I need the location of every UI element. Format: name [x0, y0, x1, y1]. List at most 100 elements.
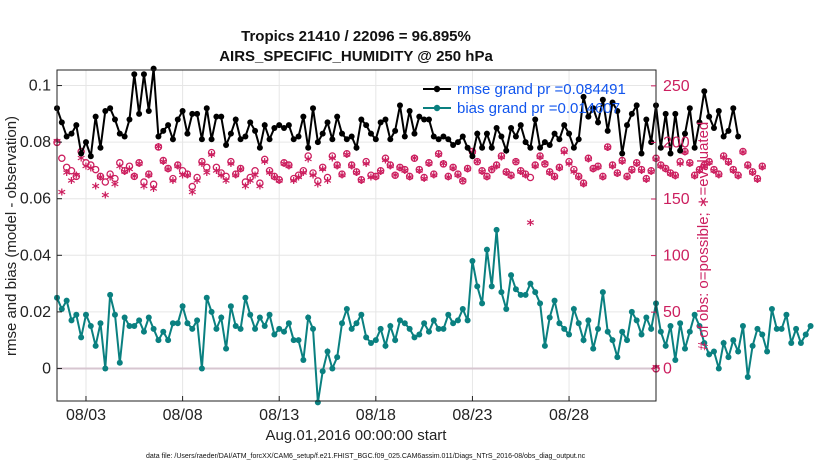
- possible-obs-point: [338, 170, 346, 178]
- possible-obs-point: [304, 152, 312, 160]
- evaluated-obs-point: *: [551, 171, 559, 189]
- bias-point: [314, 399, 321, 406]
- bias-point: [242, 294, 249, 301]
- bias-point: [203, 294, 210, 301]
- bias-point: [561, 325, 568, 332]
- rmse-point: [585, 113, 592, 120]
- rmse-point: [672, 110, 679, 117]
- rmse-point: [706, 113, 713, 120]
- evaluated-obs-point: *: [362, 157, 370, 175]
- series-possible-obs: [53, 138, 767, 191]
- bias-point: [343, 306, 350, 313]
- bias-point: [348, 325, 355, 332]
- rmse-point: [488, 144, 495, 151]
- rmse-point: [657, 144, 664, 151]
- rmse-point: [681, 130, 688, 137]
- evaluated-obs-point: *: [82, 159, 90, 177]
- rmse-point: [295, 133, 302, 140]
- rmse-point: [237, 136, 244, 143]
- bias-point: [793, 325, 800, 332]
- bias-point: [556, 320, 563, 327]
- bias-point: [237, 325, 244, 332]
- evaluated-obs-point: *: [526, 216, 534, 234]
- evaluated-obs-point: *: [497, 150, 505, 168]
- rmse-point: [136, 110, 143, 117]
- rmse-point: [580, 93, 587, 100]
- possible-obs-point: [492, 161, 501, 169]
- rmse-point: [459, 133, 466, 140]
- bias-point: [744, 373, 751, 380]
- evaluated-obs-point: *: [430, 168, 438, 186]
- rmse-point: [87, 153, 94, 160]
- series-rmse: [54, 65, 742, 160]
- bias-point: [657, 328, 664, 335]
- evaluated-obs-point: *: [478, 165, 486, 183]
- right-tick-label: 250: [663, 78, 690, 95]
- rmse-point: [140, 71, 147, 78]
- bias-point: [232, 323, 239, 330]
- possible-obs-point: [603, 143, 612, 151]
- bias-point: [614, 354, 621, 361]
- evaluated-obs-point: *: [343, 148, 351, 166]
- evaluated-obs-point: *: [130, 170, 138, 188]
- bias-point: [184, 320, 191, 327]
- bias-point: [416, 331, 423, 338]
- possible-obs-point: [420, 173, 428, 182]
- evaluated-obs-point: *: [155, 140, 163, 158]
- possible-obs-point: [227, 157, 235, 166]
- possible-obs-point: [430, 170, 438, 178]
- evaluated-obs-point: *: [420, 172, 428, 190]
- evaluated-obs-point: *: [449, 162, 457, 180]
- rmse-point: [440, 133, 447, 140]
- bias-point: [802, 331, 809, 338]
- rmse-point: [638, 150, 645, 157]
- bias-point: [421, 320, 428, 327]
- bias-point: [710, 348, 717, 355]
- bias-point: [778, 325, 785, 332]
- possible-obs-point: [149, 180, 158, 189]
- legend-rmse-marker: [433, 85, 441, 93]
- bias-point: [474, 283, 481, 290]
- evaluated-obs-point: *: [246, 174, 254, 192]
- x-axis-label: Aug.01,2016 00:00:00 start: [266, 427, 448, 444]
- possible-obs-point: [145, 170, 153, 178]
- possible-obs-point: [478, 166, 486, 175]
- rmse-point: [319, 130, 326, 137]
- bias-point: [136, 317, 143, 324]
- bias-point: [648, 325, 655, 332]
- rmse-point: [107, 105, 114, 112]
- possible-obs-point: [574, 172, 583, 181]
- rmse-point: [532, 116, 539, 123]
- possible-obs-point: [198, 157, 206, 166]
- bias-point: [121, 314, 128, 321]
- rmse-point: [213, 113, 220, 120]
- possible-obs-point: [618, 156, 626, 165]
- possible-obs-point: [724, 157, 733, 166]
- bias-point: [155, 337, 162, 344]
- rmse-point: [92, 113, 99, 120]
- possible-obs-point: [690, 171, 699, 179]
- bias-point: [382, 342, 389, 349]
- x-tick-label: 08/23: [452, 407, 492, 424]
- possible-obs-point: [231, 170, 240, 178]
- bias-point: [672, 356, 679, 363]
- left-tick-label: 0.1: [29, 78, 51, 95]
- evaluated-obs-point: *: [502, 166, 510, 184]
- rmse-point: [310, 105, 317, 112]
- bias-point: [425, 328, 432, 335]
- bias-point: [387, 323, 394, 330]
- evaluated-obs-point: *: [212, 164, 220, 182]
- evaluated-obs-point: *: [580, 177, 588, 195]
- bias-point: [527, 280, 534, 287]
- possible-obs-point: [96, 172, 105, 181]
- rmse-point: [367, 130, 374, 137]
- bias-point: [411, 334, 418, 341]
- possible-obs-point: [657, 161, 665, 169]
- possible-obs-point: [207, 148, 216, 157]
- rmse-point: [261, 122, 268, 129]
- evaluated-obs-point: *: [256, 180, 264, 198]
- evaluated-obs-point: *: [367, 171, 375, 189]
- evaluated-obs-point: *: [589, 163, 597, 181]
- rmse-point: [479, 144, 486, 151]
- evaluated-obs-point: *: [198, 157, 206, 175]
